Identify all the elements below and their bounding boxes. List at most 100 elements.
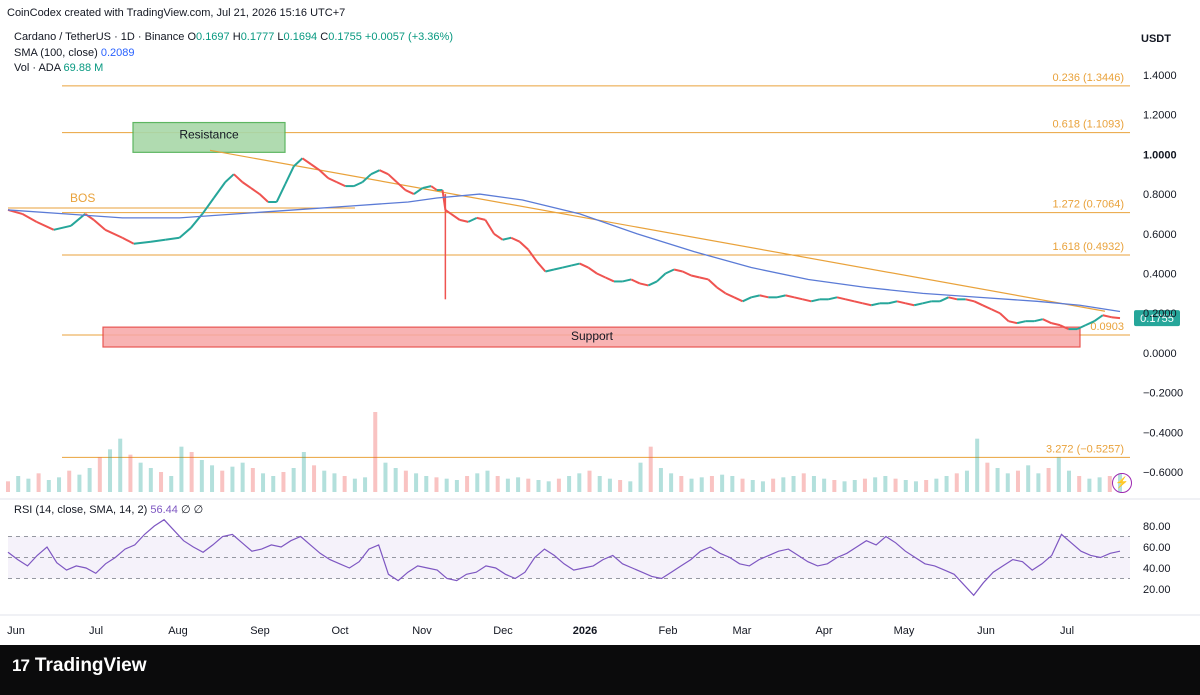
lightning-icon[interactable]: ⚡ (1112, 473, 1132, 493)
x-tick-label: 2026 (573, 625, 597, 637)
price-segment (579, 262, 589, 269)
volume-bar (648, 446, 653, 492)
volume-bar (760, 481, 765, 492)
volume-bar (332, 473, 337, 492)
price-chart[interactable]: 0.236 (1.3446) 0.618 (1.1093) 1.272 (0.706… (0, 0, 1200, 645)
volume-bar (475, 473, 480, 492)
descending-trendline (209, 149, 1106, 312)
price-segment (647, 280, 658, 287)
legend-low-label: L (277, 31, 284, 43)
price-segment (1008, 320, 1018, 325)
price-segment (836, 296, 846, 301)
price-segment (404, 189, 415, 195)
price-segment (587, 266, 598, 275)
legend-open-label: O (187, 31, 197, 43)
fib-label: 3.272 (−0.5257) (1046, 443, 1124, 455)
tradingview-logo-icon: 17 (12, 656, 30, 675)
volume-bar (954, 473, 959, 492)
price-segment (1059, 324, 1069, 331)
x-tick-label: Jun (7, 625, 25, 637)
price-segment (250, 187, 261, 195)
price-segment (370, 169, 381, 176)
price-segment (973, 300, 984, 307)
volume-bar (230, 466, 235, 492)
price-segment (493, 232, 504, 241)
legend-volume-value: 69.88 M (63, 62, 104, 74)
price-segment (293, 157, 304, 167)
volume-bar (720, 474, 725, 492)
volume-bar (373, 412, 378, 492)
bos-label: BOS (70, 191, 95, 205)
price-segment (905, 302, 915, 307)
price-segment (982, 304, 992, 311)
last-price-label: 0.1755 (1140, 313, 1174, 325)
price-segment (275, 183, 287, 203)
volume-bar (1036, 473, 1041, 492)
last-price-tag (1134, 310, 1180, 327)
price-segment (178, 227, 192, 239)
volume-bar (709, 476, 714, 492)
price-segment (922, 300, 932, 305)
price-segment (871, 302, 881, 307)
legend-high-value: 0.1777 (240, 31, 275, 43)
volume-bar (516, 477, 521, 492)
volume-bar (699, 477, 704, 492)
volume-bar (842, 481, 847, 492)
volume-bar (97, 457, 102, 492)
volume-bar (873, 477, 878, 492)
price-segment (53, 224, 72, 231)
price-segment (845, 298, 855, 303)
volume-bar (1087, 478, 1092, 492)
price-segment (396, 181, 407, 191)
price-segment (802, 298, 812, 303)
price-segment (853, 300, 863, 305)
rsi-legend: RSI (14, close, SMA, 14, 2) 56.44 ∅ ∅ (14, 503, 203, 516)
y-tick-label: 0.6000 (1143, 229, 1177, 241)
legend-volume-label: Vol · ADA (14, 62, 61, 74)
price-segment (361, 173, 372, 183)
volume-bar (1026, 465, 1031, 492)
y-tick-label: 0.8000 (1143, 189, 1177, 201)
price-segment (888, 300, 898, 305)
x-tick-label: Oct (331, 625, 348, 637)
x-tick-label: Nov (412, 625, 432, 637)
price-segment (665, 268, 675, 275)
volume-bar (730, 476, 735, 492)
volume-bar (342, 476, 347, 492)
volume-bar (240, 462, 245, 492)
rsi-value: 56.44 (150, 504, 178, 516)
price-segment (605, 276, 615, 283)
volume-bar (301, 452, 306, 492)
price-segment (70, 213, 86, 227)
volume-bar (46, 480, 51, 492)
fib-label: 0.236 (1.3446) (1052, 72, 1124, 84)
volume-bar (322, 470, 327, 492)
price-segment (353, 181, 363, 188)
price-segment (562, 264, 572, 269)
legend-low-value: 0.1694 (283, 31, 318, 43)
x-tick-label: Dec (493, 625, 513, 637)
volume-bar (638, 462, 643, 492)
price-segment (682, 270, 692, 277)
price-segment (301, 157, 312, 166)
price-segment (828, 296, 838, 301)
price-segment (751, 294, 761, 299)
legend-open-value: 0.1697 (196, 31, 230, 43)
x-tick-label: Jul (1060, 625, 1074, 637)
price-segment (939, 296, 949, 303)
price-segment (673, 268, 683, 273)
volume-bar (465, 476, 470, 492)
volume-bar (1066, 470, 1071, 492)
volume-bar (985, 462, 990, 492)
volume-bar (118, 438, 123, 492)
volume-bar (618, 480, 623, 492)
volume-bar (148, 468, 153, 492)
volume-bar (210, 465, 215, 492)
volume-bar (291, 468, 296, 492)
tradingview-logo-text: TradingView (34, 655, 147, 676)
volume-bar (261, 473, 266, 492)
volume-bar (1097, 477, 1102, 492)
volume-bar (750, 480, 755, 492)
volume-bar (801, 473, 806, 492)
